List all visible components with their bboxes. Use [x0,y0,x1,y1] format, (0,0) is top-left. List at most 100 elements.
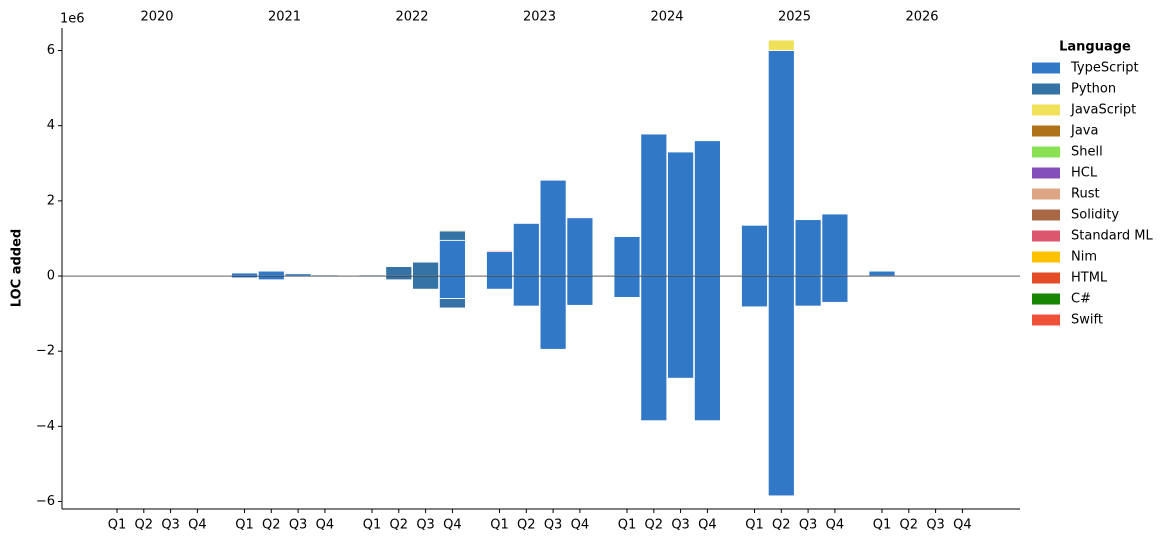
bar-segment [694,275,721,422]
bar-segment [794,219,822,277]
year-label: 2024 [650,10,683,25]
year-label: 2020 [140,10,173,25]
bar-segment [613,275,641,298]
legend-swatch [1032,83,1060,95]
x-tick-label: Q2 [772,518,791,533]
bar-segment [438,239,466,277]
x-tick-label: Q2 [262,518,281,533]
legend-label: Java [1070,124,1098,139]
bar-segment [231,272,258,277]
legend-swatch [1032,62,1060,74]
legend-label: HTML [1071,271,1108,286]
bar-segment [694,140,721,277]
bar-segment [257,275,285,281]
x-tick-label: Q2 [645,518,664,533]
bar-segment [613,236,641,277]
x-tick-label: Q2 [900,518,919,533]
bar-segment [640,132,668,134]
x-tick-label: Q1 [490,518,509,533]
year-label: 2023 [523,10,556,25]
x-tick-label: Q4 [571,518,590,533]
bar-segment [486,275,513,290]
x-tick-label: Q1 [618,518,637,533]
bar-segment [512,275,540,307]
y-axis-label: LOC added [10,229,25,307]
bar-segment [767,50,795,277]
bar-segment [539,179,567,277]
x-tick-label: Q4 [698,518,717,533]
x-tick-label: Q3 [289,518,308,533]
legend-swatch [1032,146,1060,158]
bar-segment [438,229,466,232]
bar-segment [539,275,567,350]
year-label: 2026 [905,10,938,25]
legend-swatch [1032,167,1060,179]
legend-label: Shell [1071,145,1103,160]
y-tick-label: 2 [47,193,55,208]
bar-segment [767,39,795,51]
bar-segment [794,275,822,307]
x-tick-label: Q4 [953,518,972,533]
y-tick-label: 4 [47,118,55,133]
legend-label: Standard ML [1071,229,1153,244]
bar-segment [640,133,668,277]
bar-segment [640,275,668,422]
bar-segment [566,217,594,277]
bar-segment [412,275,440,290]
legend-swatch [1032,293,1060,305]
x-tick-label: Q1 [235,518,254,533]
legend-label: TypeScript [1070,61,1139,76]
legend-label: HCL [1071,166,1098,181]
bar-segment [412,260,440,263]
legend-label: Swift [1071,313,1103,328]
legend-label: Nim [1071,250,1097,265]
x-tick-label: Q4 [188,518,207,533]
legend-label: JavaScript [1070,103,1136,118]
bar-segment [512,223,540,277]
x-tick-label: Q2 [390,518,409,533]
bar-segment [438,298,466,309]
bar-segment [741,275,768,308]
legend-label: Rust [1071,187,1100,202]
bar-segment [486,250,513,252]
bar-segment [566,275,594,306]
x-tick-label: Q3 [799,518,818,533]
bar-segment [767,275,795,497]
bar-segment [821,213,849,277]
bar-segment [438,275,466,299]
y-tick-label: −4 [36,419,55,434]
x-tick-label: Q2 [517,518,536,533]
y-tick-label: 0 [47,269,55,284]
bar-segment [438,230,466,241]
legend-swatch [1032,188,1060,200]
x-tick-label: Q1 [363,518,382,533]
x-tick-label: Q1 [108,518,127,533]
legend-label: Python [1071,82,1116,97]
bar-segment [821,275,849,303]
legend-swatch [1032,272,1060,284]
x-tick-label: Q2 [135,518,154,533]
bar-segment [667,151,694,277]
bar-segment [257,270,285,277]
year-label: 2025 [778,10,811,25]
x-tick-label: Q4 [316,518,335,533]
legend-label: C# [1071,292,1091,307]
bar-segment [385,275,413,281]
x-tick-label: Q1 [873,518,892,533]
x-tick-label: Q3 [671,518,690,533]
year-label: 2022 [395,10,428,25]
legend-swatch [1032,251,1060,263]
y-tick-label: 6 [47,43,55,58]
x-tick-label: Q1 [745,518,764,533]
legend-swatch [1032,209,1060,221]
bar-segment [412,261,440,277]
bar-segment [741,224,768,277]
bar-segment [667,275,694,379]
x-tick-label: Q3 [161,518,180,533]
legend-swatch [1032,314,1060,326]
legend-swatch [1032,230,1060,242]
legend-swatch [1032,104,1060,116]
legend-label: Solidity [1071,208,1119,223]
bar-segment [486,251,513,277]
